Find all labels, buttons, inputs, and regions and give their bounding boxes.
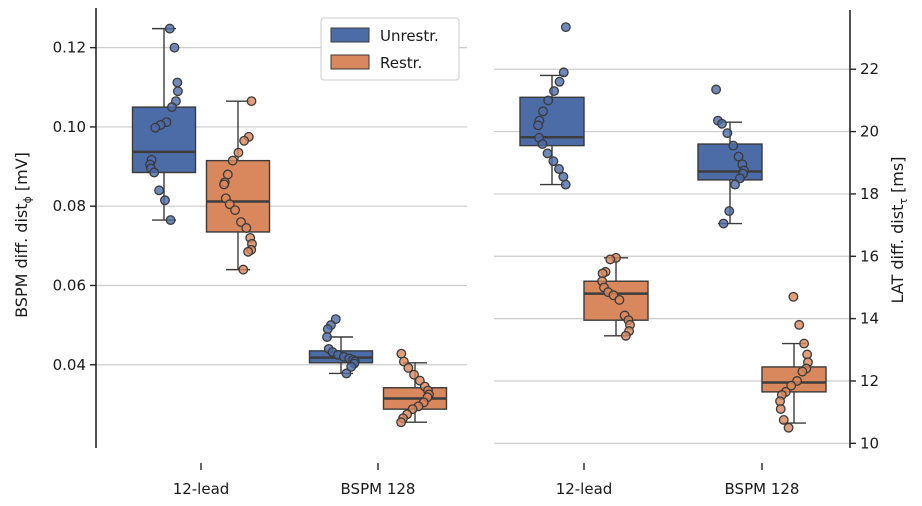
left-data-point <box>164 23 175 34</box>
right-boxplots <box>519 22 827 433</box>
right-data-point <box>775 404 786 414</box>
right-box-unrestricted <box>697 143 763 181</box>
right-data-point <box>549 86 560 97</box>
right-y-tick-label: 16 <box>860 247 879 265</box>
left-data-point <box>322 324 333 335</box>
right-data-point <box>716 118 727 129</box>
left-data-point <box>341 368 352 379</box>
left-data-point <box>219 179 230 190</box>
legend-swatch-restricted <box>330 54 370 70</box>
right-data-point <box>533 120 543 131</box>
left-data-point <box>403 362 414 373</box>
right-data-point <box>797 366 808 377</box>
left-data-point <box>165 215 176 226</box>
right-data-point <box>711 84 722 95</box>
right-data-point <box>778 414 789 425</box>
left-axes: 0.04 0.06 0.08 0.10 0.12 12-lead BSPM 128 <box>53 8 416 498</box>
left-data-point <box>409 369 419 380</box>
right-x-tick-label: 12-lead <box>556 480 613 498</box>
left-y-axis-label: BSPM diff. distϕ [mV] <box>12 152 34 318</box>
left-data-point <box>236 217 246 228</box>
right-data-point <box>543 95 554 106</box>
left-boxplots <box>131 23 448 428</box>
left-data-point <box>169 42 180 53</box>
left-data-point <box>172 86 183 97</box>
right-data-point <box>614 294 625 305</box>
left-y-tick-label: 0.06 <box>53 276 86 294</box>
right-data-point <box>537 139 548 149</box>
right-data-point <box>718 218 729 229</box>
left-y-tick-label: 0.12 <box>53 39 86 57</box>
legend: Unrestr. Restr. <box>320 17 460 81</box>
left-data-point <box>230 205 241 216</box>
left-data-point <box>238 264 249 275</box>
right-data-point <box>786 380 797 391</box>
left-data-point <box>322 332 332 342</box>
right-y-tick-label: 12 <box>860 372 879 390</box>
left-data-point <box>160 195 170 206</box>
right-data-point <box>799 338 810 349</box>
right-data-point <box>554 164 564 174</box>
left-data-point <box>227 155 238 166</box>
right-data-point <box>724 206 735 217</box>
right-panel: 10 12 14 16 18 20 22 12-lead BSPM 128 <box>494 10 879 498</box>
left-data-point <box>166 102 177 113</box>
left-data-point <box>154 185 165 196</box>
right-data-point <box>730 179 740 190</box>
right-data-point <box>620 330 631 341</box>
left-panel: 0.04 0.06 0.08 0.10 0.12 12-lead BSPM 128 <box>53 8 467 498</box>
right-data-point <box>605 254 616 265</box>
right-data-point <box>538 106 548 117</box>
left-data-point <box>241 223 252 233</box>
left-x-tick-label: BSPM 128 <box>341 480 416 498</box>
left-data-point <box>150 122 161 133</box>
left-x-tick-label: 12-lead <box>173 480 230 498</box>
left-y-tick-label: 0.04 <box>53 356 86 374</box>
left-data-point <box>233 147 244 158</box>
left-data-point <box>239 135 250 146</box>
right-data-point <box>788 291 799 302</box>
right-box-restricted <box>761 366 827 393</box>
right-data-point <box>542 148 553 159</box>
left-box-unrestricted <box>131 106 197 174</box>
left-y-tick-label: 0.10 <box>53 118 86 136</box>
right-data-point <box>728 140 739 151</box>
left-data-point <box>396 417 407 428</box>
right-y-tick-label: 22 <box>860 60 879 78</box>
left-data-point <box>246 96 257 107</box>
left-data-point <box>224 199 235 210</box>
right-y-axis-label: LAT diff. distτ [ms] <box>888 157 910 304</box>
legend-label-unrestricted: Unrestr. <box>380 27 439 45</box>
left-data-point <box>172 77 183 88</box>
right-y-tick-label: 20 <box>860 123 879 141</box>
right-data-point <box>722 128 733 139</box>
left-data-point <box>149 167 160 178</box>
left-data-point <box>346 361 357 372</box>
right-y-tick-label: 18 <box>860 185 879 203</box>
left-data-point <box>243 246 254 257</box>
right-data-point <box>733 151 744 162</box>
right-y-tick-label: 10 <box>860 434 879 452</box>
right-data-point <box>560 179 571 190</box>
right-data-point <box>560 22 571 33</box>
right-data-point <box>548 156 559 167</box>
left-gridlines <box>96 47 467 366</box>
right-y-tick-label: 14 <box>860 310 879 328</box>
right-x-tick-label: BSPM 128 <box>725 480 800 498</box>
right-data-point <box>554 76 565 87</box>
left-y-tick-label: 0.08 <box>53 197 86 215</box>
legend-label-restricted: Restr. <box>380 54 422 72</box>
right-data-point <box>558 67 569 78</box>
right-data-point <box>794 319 805 330</box>
legend-swatch-unrestricted <box>330 27 370 43</box>
right-axes: 10 12 14 16 18 20 22 12-lead BSPM 128 <box>556 10 879 498</box>
right-data-point <box>783 422 794 433</box>
